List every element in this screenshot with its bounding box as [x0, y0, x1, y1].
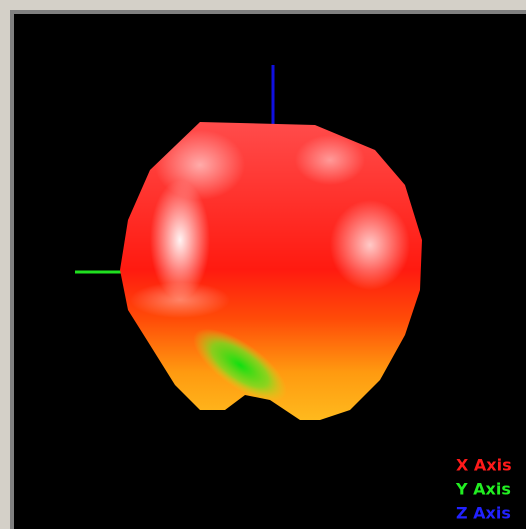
legend: X Axis Y Axis Z Axis [455, 456, 512, 523]
surface [120, 122, 422, 420]
legend-label: X Axis [456, 456, 512, 475]
legend-label: Z Axis [456, 504, 511, 523]
legend-label: Y Axis [455, 480, 511, 499]
